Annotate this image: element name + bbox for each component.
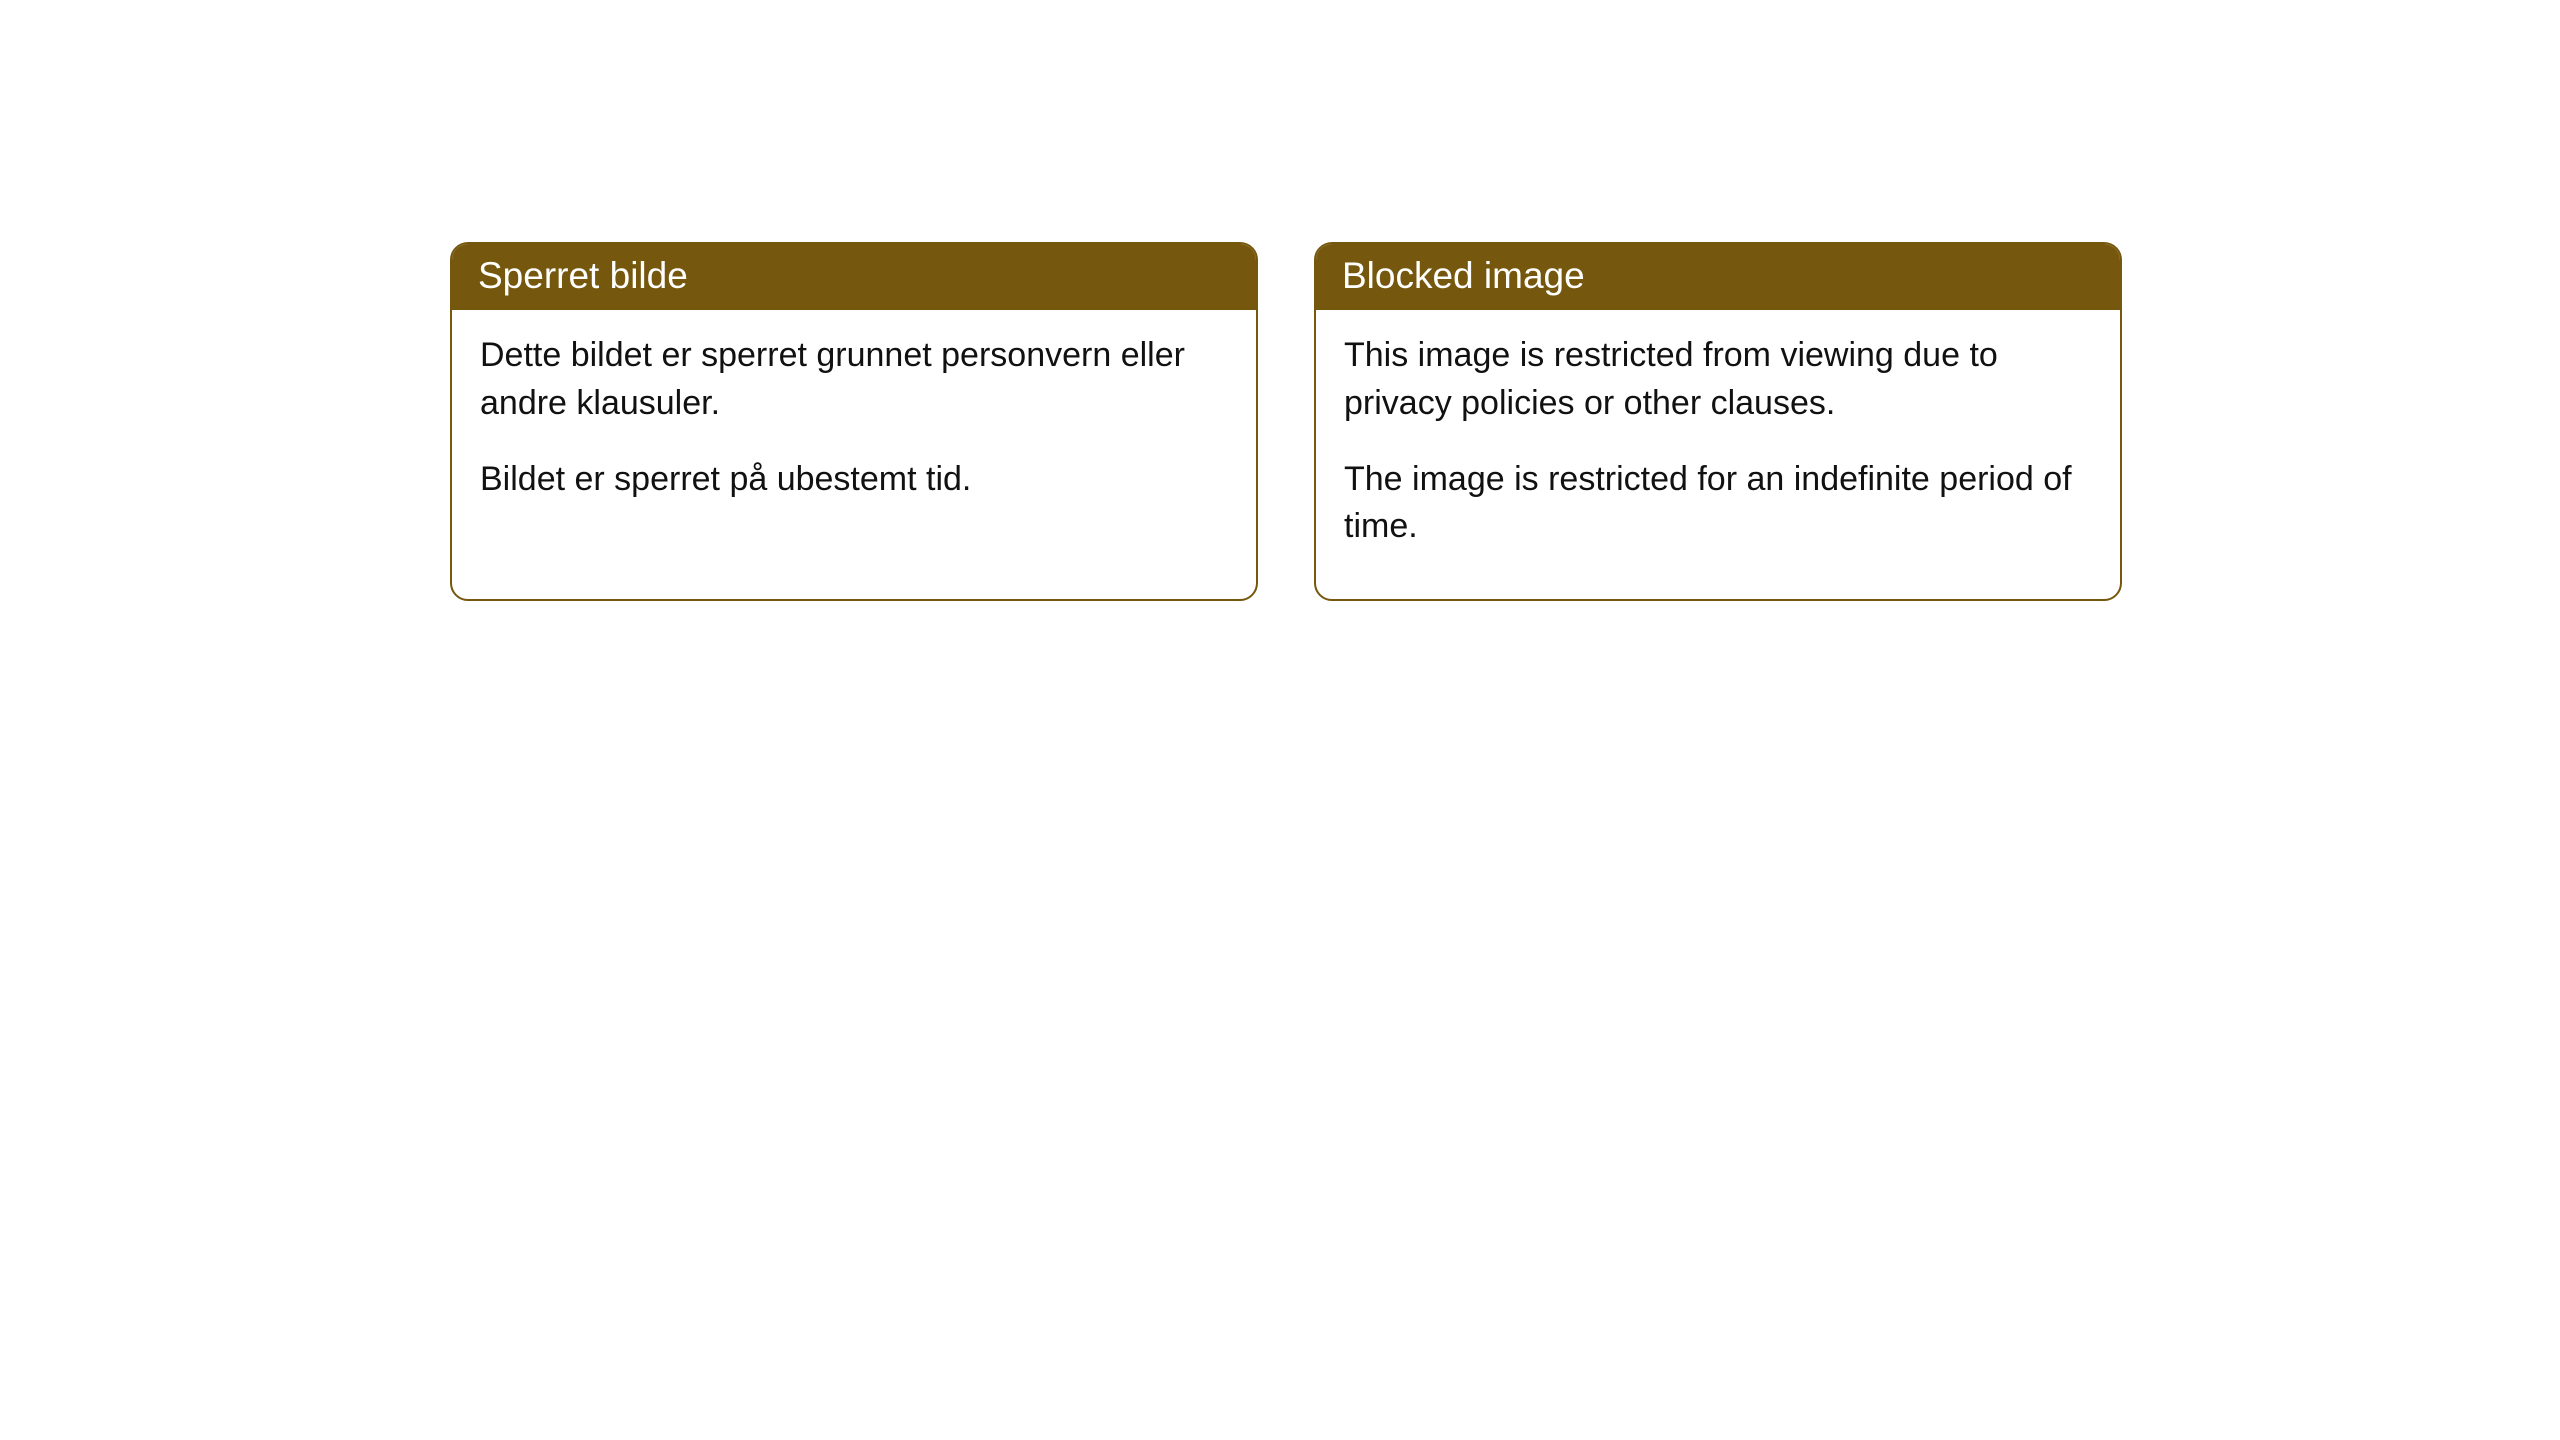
card-paragraph: This image is restricted from viewing du… [1344, 332, 2092, 427]
card-body: This image is restricted from viewing du… [1316, 310, 2120, 598]
notice-cards-container: Sperret bilde Dette bildet er sperret gr… [450, 242, 2122, 601]
card-header: Sperret bilde [452, 244, 1256, 310]
card-header: Blocked image [1316, 244, 2120, 310]
blocked-image-card-no: Sperret bilde Dette bildet er sperret gr… [450, 242, 1258, 601]
card-body: Dette bildet er sperret grunnet personve… [452, 310, 1256, 551]
card-paragraph: Bildet er sperret på ubestemt tid. [480, 456, 1228, 504]
blocked-image-card-en: Blocked image This image is restricted f… [1314, 242, 2122, 601]
card-paragraph: The image is restricted for an indefinit… [1344, 456, 2092, 551]
card-paragraph: Dette bildet er sperret grunnet personve… [480, 332, 1228, 427]
